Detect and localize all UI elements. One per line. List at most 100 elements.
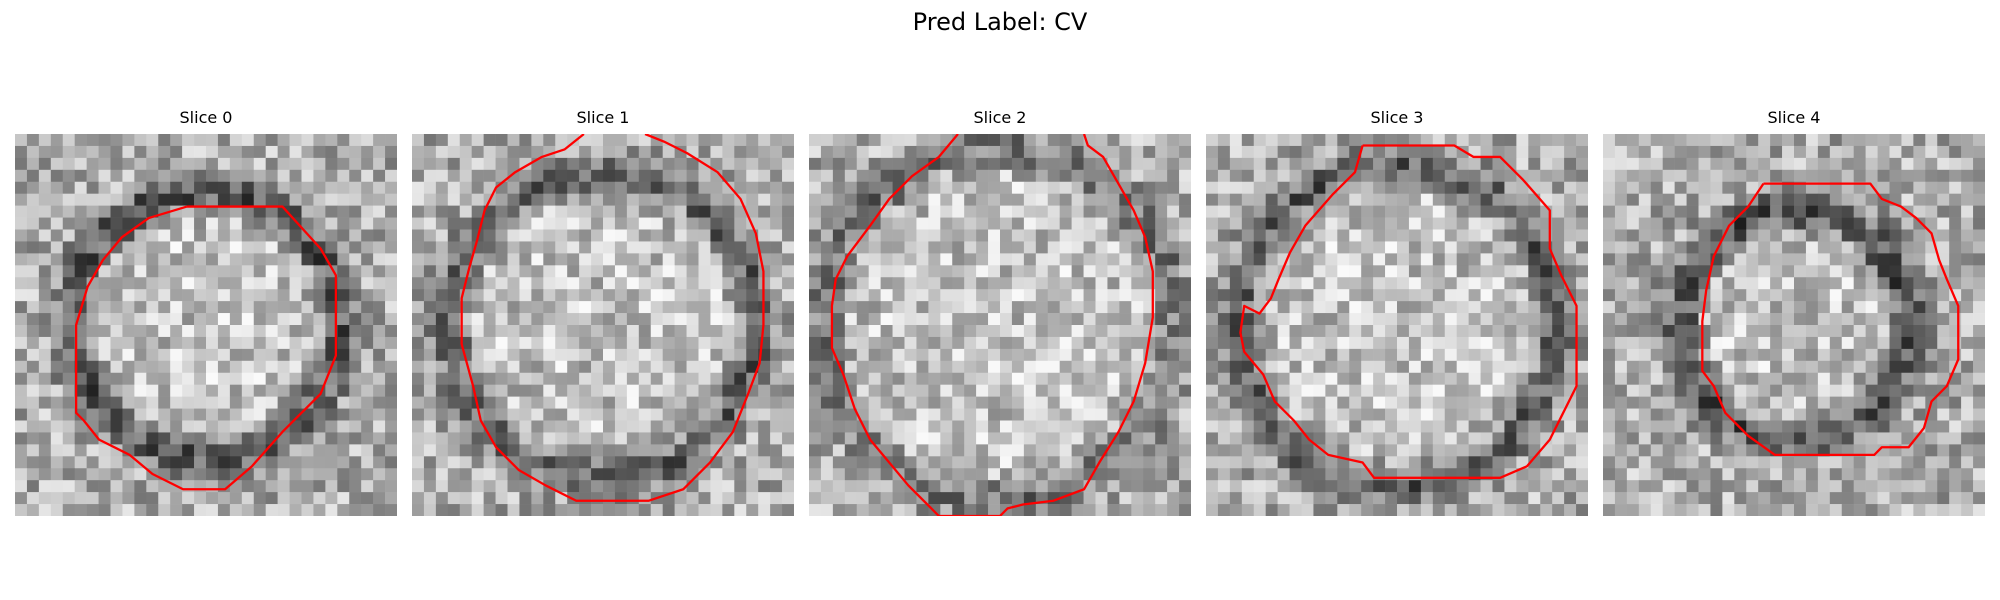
pixel <box>495 193 508 206</box>
pixel <box>206 241 219 254</box>
pixel <box>626 325 640 338</box>
pixel <box>856 289 869 302</box>
pixel <box>710 396 723 409</box>
pixel <box>1241 157 1255 171</box>
pixel <box>1229 360 1243 374</box>
pixel <box>1925 420 1938 433</box>
pixel <box>916 169 929 183</box>
pixel <box>1217 289 1231 302</box>
pixel <box>74 217 87 230</box>
pixel <box>809 181 822 194</box>
pixel <box>15 145 28 159</box>
pixel <box>770 181 783 194</box>
pixel <box>15 253 28 266</box>
pixel <box>62 145 75 159</box>
pixel <box>1528 504 1541 516</box>
pixel <box>1794 145 1807 159</box>
pixel <box>86 313 99 326</box>
pixel <box>1408 396 1422 409</box>
pixel <box>1444 372 1457 385</box>
pixel <box>1552 432 1565 445</box>
pixel <box>158 169 171 183</box>
pixel <box>1552 396 1565 409</box>
segmentation-contour <box>830 134 1154 516</box>
pixel <box>1217 205 1231 218</box>
pixel <box>1650 205 1663 218</box>
pixel <box>98 408 111 421</box>
pixel <box>543 193 556 206</box>
pixel <box>1289 360 1302 374</box>
pixel <box>1206 492 1219 505</box>
pixel <box>1277 301 1290 314</box>
pixel <box>206 229 219 242</box>
pixel <box>1361 348 1374 362</box>
pixel <box>1000 444 1013 457</box>
pixel <box>928 432 941 445</box>
pixel <box>1325 432 1338 445</box>
pixel <box>722 336 735 350</box>
pixel <box>15 229 28 242</box>
pixel <box>1817 408 1831 421</box>
pixel <box>1710 193 1723 206</box>
pixel <box>1131 241 1144 254</box>
pixel <box>1686 241 1699 254</box>
pixel <box>277 229 290 242</box>
pixel <box>313 301 326 314</box>
pixel <box>361 456 374 469</box>
pixel <box>1817 360 1831 374</box>
pixel <box>722 313 735 326</box>
pixel <box>880 241 893 254</box>
pixel <box>1853 408 1866 421</box>
pixel <box>555 229 568 242</box>
pixel <box>1313 468 1326 481</box>
pixel <box>603 504 616 516</box>
pixel <box>1155 372 1168 385</box>
pixel <box>301 241 314 254</box>
pixel <box>710 480 723 493</box>
pixel <box>591 229 604 242</box>
pixel <box>1468 372 1481 385</box>
pixel <box>1155 289 1168 302</box>
pixel <box>734 384 747 397</box>
pixel <box>892 241 905 254</box>
pixel <box>1095 420 1108 433</box>
pixel <box>26 325 40 338</box>
pixel <box>1722 241 1735 254</box>
pixel <box>1973 193 1985 206</box>
pixel <box>1444 336 1457 350</box>
pixel <box>1023 492 1037 505</box>
pixel <box>519 456 532 469</box>
pixel <box>86 289 99 302</box>
pixel <box>1865 241 1878 254</box>
pixel <box>1059 229 1072 242</box>
pixel <box>423 205 437 218</box>
pixel <box>1301 205 1314 218</box>
pixel <box>662 432 675 445</box>
pixel <box>746 396 759 409</box>
pixel <box>820 468 834 481</box>
pixel <box>892 229 905 242</box>
pixel <box>543 253 556 266</box>
pixel <box>1662 360 1675 374</box>
pixel <box>1119 384 1132 397</box>
pixel <box>483 313 496 326</box>
pixel <box>1337 384 1350 397</box>
pixel <box>1516 169 1529 183</box>
pixel <box>265 181 278 194</box>
pixel <box>349 241 362 254</box>
pixel <box>904 432 917 445</box>
pixel <box>1373 408 1386 421</box>
pixel <box>1337 325 1350 338</box>
pixel <box>1674 169 1687 183</box>
pixel <box>385 456 397 469</box>
pixel <box>471 372 484 385</box>
pixel <box>940 336 953 350</box>
pixel <box>1229 253 1243 266</box>
pixel <box>277 408 290 421</box>
pixel <box>662 396 675 409</box>
pixel <box>289 360 302 374</box>
pixel <box>1782 169 1795 183</box>
pixel <box>325 169 338 183</box>
pixel <box>1229 492 1243 505</box>
pixel <box>265 217 278 230</box>
